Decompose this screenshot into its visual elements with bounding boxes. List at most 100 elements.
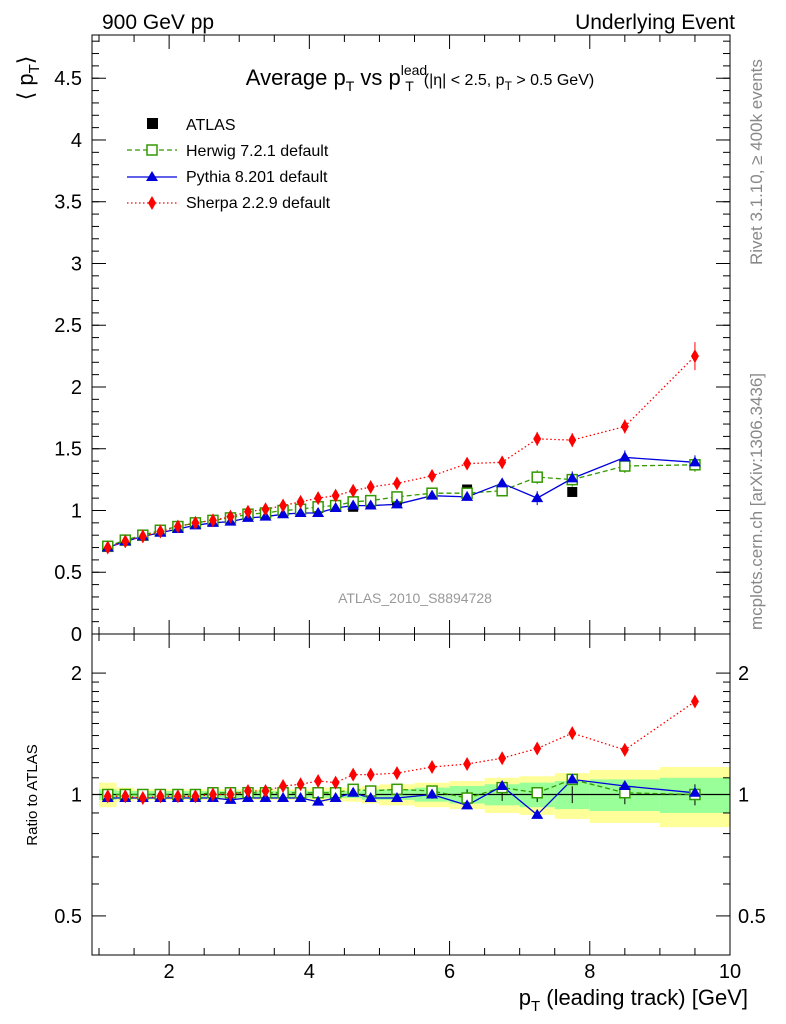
title-sup: lead — [401, 62, 427, 78]
ratio-panel: 0.5 0.5 1 1 2 2 2 4 6 8 10 Ratio to ATLAS pT (lead… — [24, 633, 766, 1015]
ratio-point-pythia — [618, 779, 631, 790]
ratio-point-pythia — [566, 773, 579, 784]
ratio-point-pythia — [312, 795, 325, 806]
point-sherpa — [392, 476, 401, 491]
rivet-label: Rivet 3.1.10, ≥ 400k events — [747, 59, 766, 265]
legend-entry-sherpa: Sherpa 2.2.9 default — [127, 195, 331, 212]
point-pythia — [566, 472, 579, 483]
ratio-ytick-label-right: 1 — [738, 785, 749, 807]
point-pythia — [347, 499, 360, 510]
point-sherpa — [314, 491, 323, 506]
point-pythia — [461, 490, 474, 501]
x-tick-label: 10 — [719, 961, 741, 983]
point-sherpa — [463, 456, 472, 471]
main-title: Average pT vs plead T (|η| < 2.5, pT > 0.5… — [246, 62, 594, 94]
ratio-point-pythia — [347, 786, 360, 797]
ratio-point-sherpa — [568, 726, 577, 741]
point-sherpa — [349, 483, 358, 498]
header-left: 900 GeV pp — [102, 11, 214, 34]
x-label-main: p — [519, 985, 531, 1010]
title-vs: vs p — [354, 65, 400, 90]
main-ytick-label: 4 — [71, 130, 82, 152]
ratio-point-sherpa — [314, 774, 323, 789]
ratio-point-sherpa — [173, 789, 182, 804]
legend-marker-herwig — [146, 144, 158, 156]
legend: ATLAS Herwig 7.2.1 default Pythia 8.201 … — [127, 117, 331, 212]
y-label-right: ⟩ — [13, 56, 38, 65]
ratio-ytick-label: 2 — [71, 663, 82, 685]
point-sherpa — [568, 433, 577, 448]
main-ytick-label: 2 — [71, 377, 82, 399]
x-tick-label: 2 — [164, 961, 175, 983]
point-sherpa — [533, 431, 542, 446]
point-sherpa — [226, 509, 235, 524]
main-ytick-label: 2.5 — [54, 315, 82, 337]
x-tick-label: 8 — [584, 961, 595, 983]
point-sherpa — [121, 534, 130, 549]
watermark: ATLAS_2010_S8894728 — [338, 590, 492, 606]
point-sherpa — [428, 468, 437, 483]
main-ytick-label: 0.5 — [54, 562, 82, 584]
point-pythia — [277, 508, 290, 519]
ratio-point-sherpa — [690, 694, 699, 709]
title-sub2: T — [405, 78, 414, 94]
ratio-point-sherpa — [296, 777, 305, 792]
ratio-point-sherpa — [498, 751, 507, 766]
point-herwig — [619, 460, 631, 472]
main-ytick-label: 0 — [71, 624, 82, 646]
ratio-point-pythia — [329, 792, 342, 803]
x-axis-label: pT (leading track) [GeV] — [519, 985, 748, 1015]
ratio-point-sherpa — [208, 787, 217, 802]
y-axis-label: ⟨ pT⟩ — [13, 56, 43, 101]
ratio-point-sherpa — [243, 784, 252, 799]
ratio-point-pythia — [496, 779, 509, 790]
ratio-point-pythia — [294, 792, 307, 803]
ratio-line-sherpa — [107, 701, 696, 799]
ratio-point-pythia — [531, 808, 544, 819]
ratio-point-sherpa — [121, 789, 130, 804]
ratio-point-pythia — [390, 792, 403, 803]
point-sherpa — [261, 502, 270, 517]
legend-label-pythia: Pythia 8.201 default — [186, 169, 328, 186]
title-main: Average p — [246, 65, 346, 90]
legend-marker-sherpa — [148, 196, 156, 210]
legend-label-herwig: Herwig 7.2.1 default — [186, 143, 329, 160]
mcplots-label: mcplots.cern.ch [arXiv:1306.3436] — [747, 373, 766, 630]
ratio-point-sherpa — [463, 757, 472, 772]
main-panel: 0 0.5 1 1.5 2 2.5 3 3.5 4 4.5 ATLAS_2010_S8894728… — [13, 34, 731, 646]
point-sherpa — [103, 540, 112, 555]
point-pythia — [426, 489, 439, 500]
point-sherpa — [620, 419, 629, 434]
main-plot-layer: 0 0.5 1 1.5 2 2.5 3 3.5 4 4.5 — [54, 34, 731, 646]
point-sherpa — [138, 529, 147, 544]
legend-label-sherpa: Sherpa 2.2.9 default — [186, 195, 331, 212]
point-pythia — [329, 502, 342, 513]
ratio-point-sherpa — [533, 741, 542, 756]
ratio-point-sherpa — [103, 789, 112, 804]
point-pythia — [294, 506, 307, 517]
ratio-ytick-label-right: 0.5 — [738, 906, 766, 928]
main-ytick-label: 3.5 — [54, 192, 82, 214]
x-tick-label: 6 — [444, 961, 455, 983]
legend-marker-atlas — [147, 118, 158, 129]
title-sub1: T — [346, 78, 355, 94]
point-sherpa — [331, 488, 340, 503]
x-label-rest: (leading track) [GeV] — [540, 985, 748, 1010]
main-ytick-label: 1 — [71, 500, 82, 522]
ratio-point-pythia — [461, 799, 474, 810]
ratio-point-pythia — [688, 786, 701, 797]
legend-label-atlas: ATLAS — [186, 117, 236, 134]
point-pythia — [688, 456, 701, 467]
ratio-point-herwig — [531, 787, 543, 799]
ratio-point-sherpa — [138, 791, 147, 806]
ratio-point-pythia — [364, 792, 377, 803]
y-label-sub: T — [26, 64, 43, 73]
x-label-sub: T — [531, 998, 540, 1015]
point-atlas — [567, 486, 578, 497]
title-cut-a: (|η| < 2.5, p — [424, 72, 505, 89]
ratio-point-sherpa — [349, 767, 358, 782]
ratio-ytick-label: 1 — [71, 785, 82, 807]
title-cut-sub: T — [505, 79, 513, 93]
ratio-point-pythia — [277, 792, 290, 803]
point-sherpa — [366, 480, 375, 495]
